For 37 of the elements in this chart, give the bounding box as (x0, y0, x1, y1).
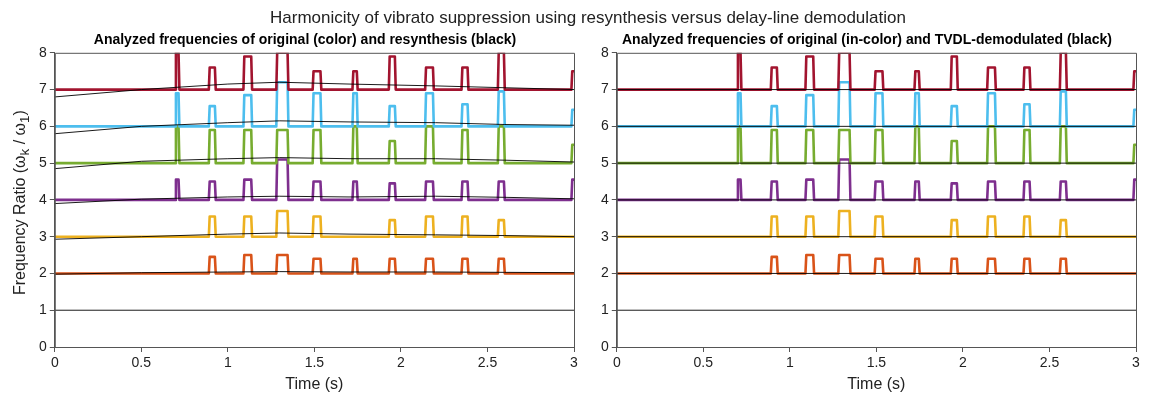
y-tick-label: 2 (600, 264, 609, 281)
y-tick-label: 0 (38, 337, 47, 354)
chart-subtitle: Analyzed frequencies of original (color) and resynthesis (black) (93, 31, 517, 48)
x-tick-label: 2 (397, 354, 406, 371)
x-axis-title: Time (s) (847, 374, 906, 392)
x-tick-label: 0 (50, 354, 59, 371)
y-tick-label: 7 (600, 80, 609, 97)
x-tick-label: 3 (570, 354, 579, 371)
x-tick-label: 2.5 (1039, 354, 1060, 371)
x-tick-label: 2.5 (477, 354, 498, 371)
y-tick-label: 5 (600, 153, 609, 170)
x-tick-label: 1 (223, 354, 232, 371)
y-tick-label: 4 (600, 190, 609, 207)
y-tick-label: 6 (600, 117, 609, 134)
x-tick-label: 0.5 (131, 354, 152, 371)
y-tick-label: 2 (38, 264, 47, 281)
y-tick-label: 7 (38, 80, 47, 97)
x-tick-label: 2 (959, 354, 968, 371)
x-tick-label: 3 (1132, 354, 1141, 371)
chart-title: Harmonicity of vibrato suppression using resynthesis versus delay-line demodulation (269, 8, 907, 29)
y-tick-label: 5 (38, 153, 47, 170)
x-tick-label: 1 (785, 354, 794, 371)
x-tick-label: 0 (612, 354, 621, 371)
y-tick-label: 3 (600, 227, 609, 244)
y-tick-label: 8 (600, 43, 609, 60)
chart-subtitle: Analyzed frequencies of original (in-color) and TVDL-demodulated (black) (621, 31, 1113, 48)
y-tick-label: 4 (38, 190, 47, 207)
y-tick-label: 0 (600, 337, 609, 354)
x-tick-label: 1.5 (304, 354, 325, 371)
x-tick-label: 1.5 (866, 354, 887, 371)
x-tick-label: 0.5 (693, 354, 714, 371)
y-tick-label: 8 (38, 43, 47, 60)
y-tick-label: 1 (600, 301, 609, 318)
x-axis-title: Time (s) (285, 374, 344, 392)
y-tick-label: 6 (38, 117, 47, 134)
y-tick-label: 3 (38, 227, 47, 244)
y-tick-label: 1 (38, 301, 47, 318)
